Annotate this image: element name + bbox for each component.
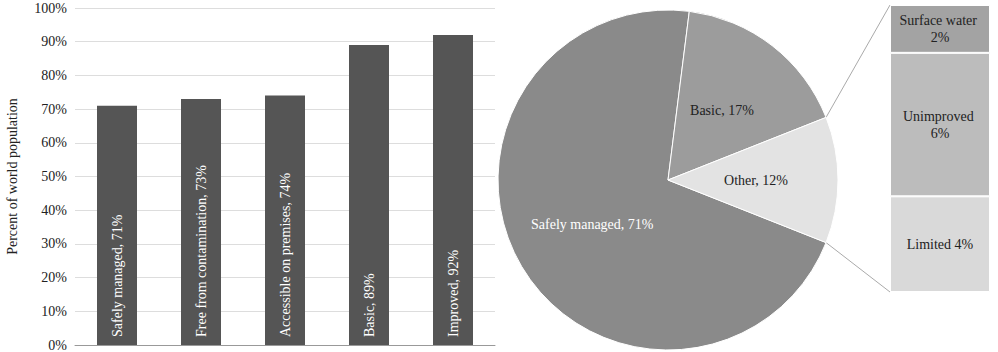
svg-text:10%: 10% bbox=[41, 304, 67, 319]
svg-text:Unimproved: Unimproved bbox=[903, 109, 977, 124]
svg-text:Accessible on premises, 74%: Accessible on premises, 74% bbox=[278, 173, 293, 337]
svg-text:2%: 2% bbox=[931, 30, 950, 45]
svg-text:20%: 20% bbox=[41, 270, 67, 285]
svg-text:Surface water: Surface water bbox=[900, 13, 981, 28]
svg-text:0%: 0% bbox=[48, 338, 67, 352]
svg-text:Percent of world population: Percent of world population bbox=[5, 98, 20, 255]
svg-text:50%: 50% bbox=[41, 169, 67, 184]
svg-text:Other, 12%: Other, 12% bbox=[724, 173, 788, 188]
svg-text:60%: 60% bbox=[41, 135, 67, 150]
svg-text:Free from contamination, 73%: Free from contamination, 73% bbox=[194, 165, 209, 337]
svg-text:6%: 6% bbox=[931, 126, 950, 141]
svg-text:30%: 30% bbox=[41, 236, 67, 251]
svg-text:Basic, 89%: Basic, 89% bbox=[362, 273, 377, 337]
svg-text:80%: 80% bbox=[41, 68, 67, 83]
svg-text:Improved, 92%: Improved, 92% bbox=[446, 250, 461, 337]
svg-text:Basic, 17%: Basic, 17% bbox=[690, 103, 754, 118]
svg-text:Safely managed, 71%: Safely managed, 71% bbox=[531, 217, 654, 232]
svg-text:70%: 70% bbox=[41, 102, 67, 117]
svg-text:Limited 4%: Limited 4% bbox=[907, 237, 974, 252]
svg-text:100%: 100% bbox=[34, 1, 67, 16]
svg-text:90%: 90% bbox=[41, 34, 67, 49]
svg-text:40%: 40% bbox=[41, 203, 67, 218]
svg-text:Safely managed, 71%: Safely managed, 71% bbox=[110, 214, 125, 337]
